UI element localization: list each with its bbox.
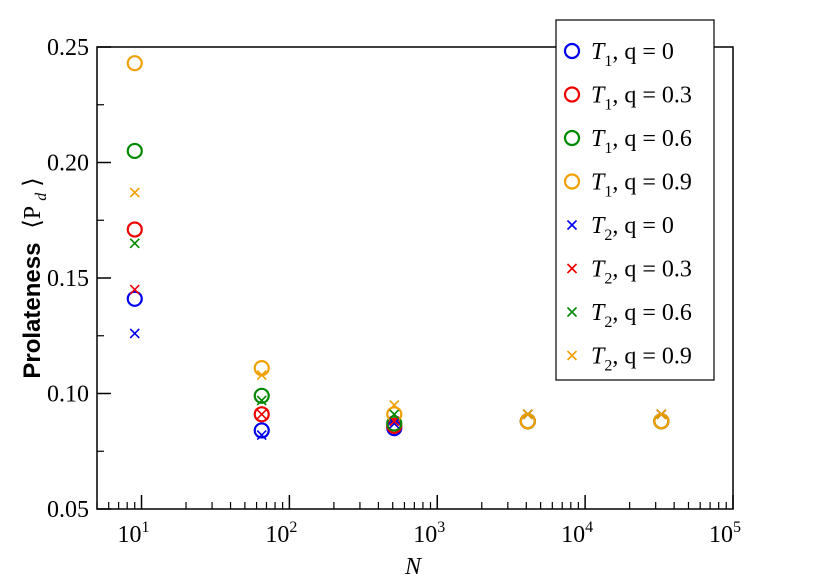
- data-point: [389, 409, 400, 420]
- legend-entry: T2, q = 0.9: [566, 344, 692, 375]
- data-point: [253, 422, 270, 439]
- tick-labels: 0.05 0.10 0.15 0.20 0.25 101 102 103 104 105: [47, 35, 741, 548]
- y-tick-label: 0.10: [47, 382, 89, 408]
- data-point: [129, 328, 140, 339]
- data-point: [129, 284, 140, 295]
- legend-label: T2, q = 0: [591, 213, 674, 244]
- y-axis-label-close: ⟩: [20, 177, 46, 186]
- data-point: [129, 238, 140, 249]
- legend-marker: [563, 86, 581, 103]
- legend-marker: [566, 219, 578, 231]
- x-tick-label: 105: [709, 519, 741, 548]
- legend: T1, q = 0 T1, q = 0.3 T1, q = 0.6 T1, q = 0…: [563, 39, 692, 375]
- x-axis-label: N: [404, 554, 423, 580]
- legend-entry: T2, q = 0: [566, 213, 674, 244]
- y-axis-label: Prolateness ⟨P d ⟩: [19, 177, 52, 378]
- data-point: [253, 387, 270, 404]
- legend-marker: [563, 42, 581, 60]
- legend-entry: T1, q = 0.6: [563, 126, 692, 157]
- x-tick-label: 104: [561, 519, 593, 548]
- data-point: [256, 369, 267, 381]
- x-tick-label: 103: [413, 519, 445, 548]
- legend-entry: T1, q = 0: [563, 39, 674, 70]
- legend-entry: T1, q = 0.9: [563, 170, 692, 201]
- data-point: [256, 409, 267, 420]
- x-tick-label: 102: [265, 519, 297, 548]
- legend-marker: [566, 350, 578, 361]
- legend-marker: [563, 129, 581, 147]
- data-point: [126, 142, 143, 160]
- y-tick-label: 0.25: [47, 35, 89, 61]
- legend-label: T1, q = 0: [591, 39, 674, 70]
- svg-text:Prolateness ⟨P d: Prolateness ⟨P d ⟩: [19, 177, 52, 378]
- y-axis-label-symbol: ⟨P: [20, 206, 46, 228]
- data-point: [522, 409, 533, 420]
- data-point: [129, 187, 140, 198]
- plot-frame: [96, 46, 734, 510]
- legend-label: T1, q = 0.3: [591, 83, 692, 114]
- data-point: [253, 406, 270, 423]
- legend-marker: [566, 263, 578, 274]
- legend-label: T1, q = 0.9: [591, 170, 692, 201]
- data-points: [126, 55, 670, 441]
- data-point: [126, 290, 143, 307]
- data-point: [126, 55, 143, 72]
- legend-entry: T2, q = 0.6: [566, 300, 692, 331]
- data-point: [656, 409, 667, 420]
- x-tick-label: 101: [118, 519, 150, 548]
- data-point: [653, 413, 670, 430]
- data-point: [386, 415, 403, 432]
- y-tick-label: 0.20: [47, 151, 89, 177]
- data-point: [389, 418, 400, 429]
- legend-label: T2, q = 0.3: [591, 257, 692, 288]
- y-tick-label: 0.15: [47, 266, 89, 292]
- legend-entry: T2, q = 0.3: [566, 257, 692, 288]
- data-point: [256, 395, 267, 406]
- legend-label: T1, q = 0.6: [591, 126, 692, 157]
- data-point: [253, 359, 270, 377]
- data-point: [126, 221, 143, 238]
- legend-label: T2, q = 0.9: [591, 344, 692, 375]
- data-point: [519, 413, 536, 430]
- legend-box: [555, 19, 715, 381]
- legend-marker: [566, 306, 578, 318]
- legend-entry: T1, q = 0.3: [563, 83, 692, 114]
- legend-label: T2, q = 0.6: [591, 300, 692, 331]
- y-tick-label: 0.05: [47, 497, 89, 523]
- y-axis-label-text: Prolateness: [19, 243, 46, 379]
- data-point: [389, 399, 400, 411]
- data-point: [256, 430, 267, 441]
- y-axis-label-sub: d: [33, 192, 50, 201]
- legend-marker: [563, 173, 581, 190]
